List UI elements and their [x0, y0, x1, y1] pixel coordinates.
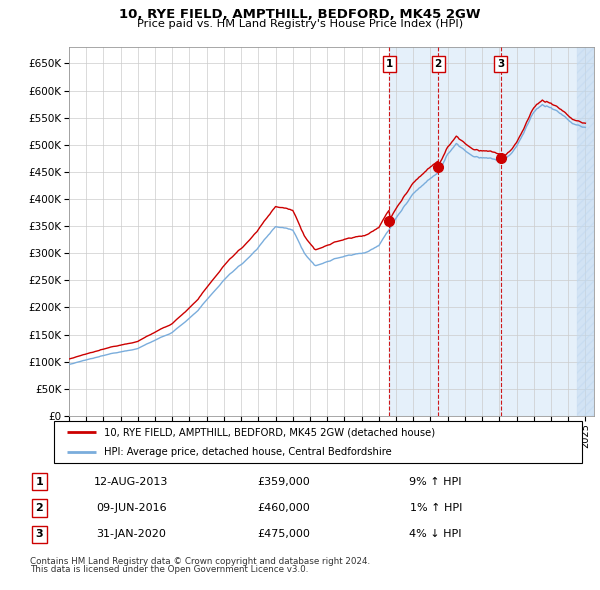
Text: 2: 2 — [35, 503, 43, 513]
Text: 3: 3 — [35, 529, 43, 539]
Text: 4% ↓ HPI: 4% ↓ HPI — [409, 529, 462, 539]
Text: 31-JAN-2020: 31-JAN-2020 — [96, 529, 166, 539]
Text: 09-JUN-2016: 09-JUN-2016 — [96, 503, 166, 513]
Text: HPI: Average price, detached house, Central Bedfordshire: HPI: Average price, detached house, Cent… — [104, 447, 392, 457]
Text: Contains HM Land Registry data © Crown copyright and database right 2024.: Contains HM Land Registry data © Crown c… — [30, 557, 370, 566]
Text: Price paid vs. HM Land Registry's House Price Index (HPI): Price paid vs. HM Land Registry's House … — [137, 19, 463, 29]
Text: 1: 1 — [35, 477, 43, 487]
Text: 1: 1 — [386, 59, 393, 69]
Text: 12-AUG-2013: 12-AUG-2013 — [94, 477, 169, 487]
Text: 1% ↑ HPI: 1% ↑ HPI — [410, 503, 462, 513]
Bar — [389, 47, 594, 416]
Text: 10, RYE FIELD, AMPTHILL, BEDFORD, MK45 2GW (detached house): 10, RYE FIELD, AMPTHILL, BEDFORD, MK45 2… — [104, 427, 435, 437]
Text: £475,000: £475,000 — [257, 529, 310, 539]
Bar — [577, 47, 594, 416]
Text: 3: 3 — [497, 59, 505, 69]
Text: £460,000: £460,000 — [257, 503, 310, 513]
Text: £359,000: £359,000 — [257, 477, 310, 487]
Text: 9% ↑ HPI: 9% ↑ HPI — [409, 477, 462, 487]
FancyBboxPatch shape — [54, 421, 582, 463]
Text: This data is licensed under the Open Government Licence v3.0.: This data is licensed under the Open Gov… — [30, 565, 308, 574]
Text: 2: 2 — [434, 59, 442, 69]
Text: 10, RYE FIELD, AMPTHILL, BEDFORD, MK45 2GW: 10, RYE FIELD, AMPTHILL, BEDFORD, MK45 2… — [119, 8, 481, 21]
